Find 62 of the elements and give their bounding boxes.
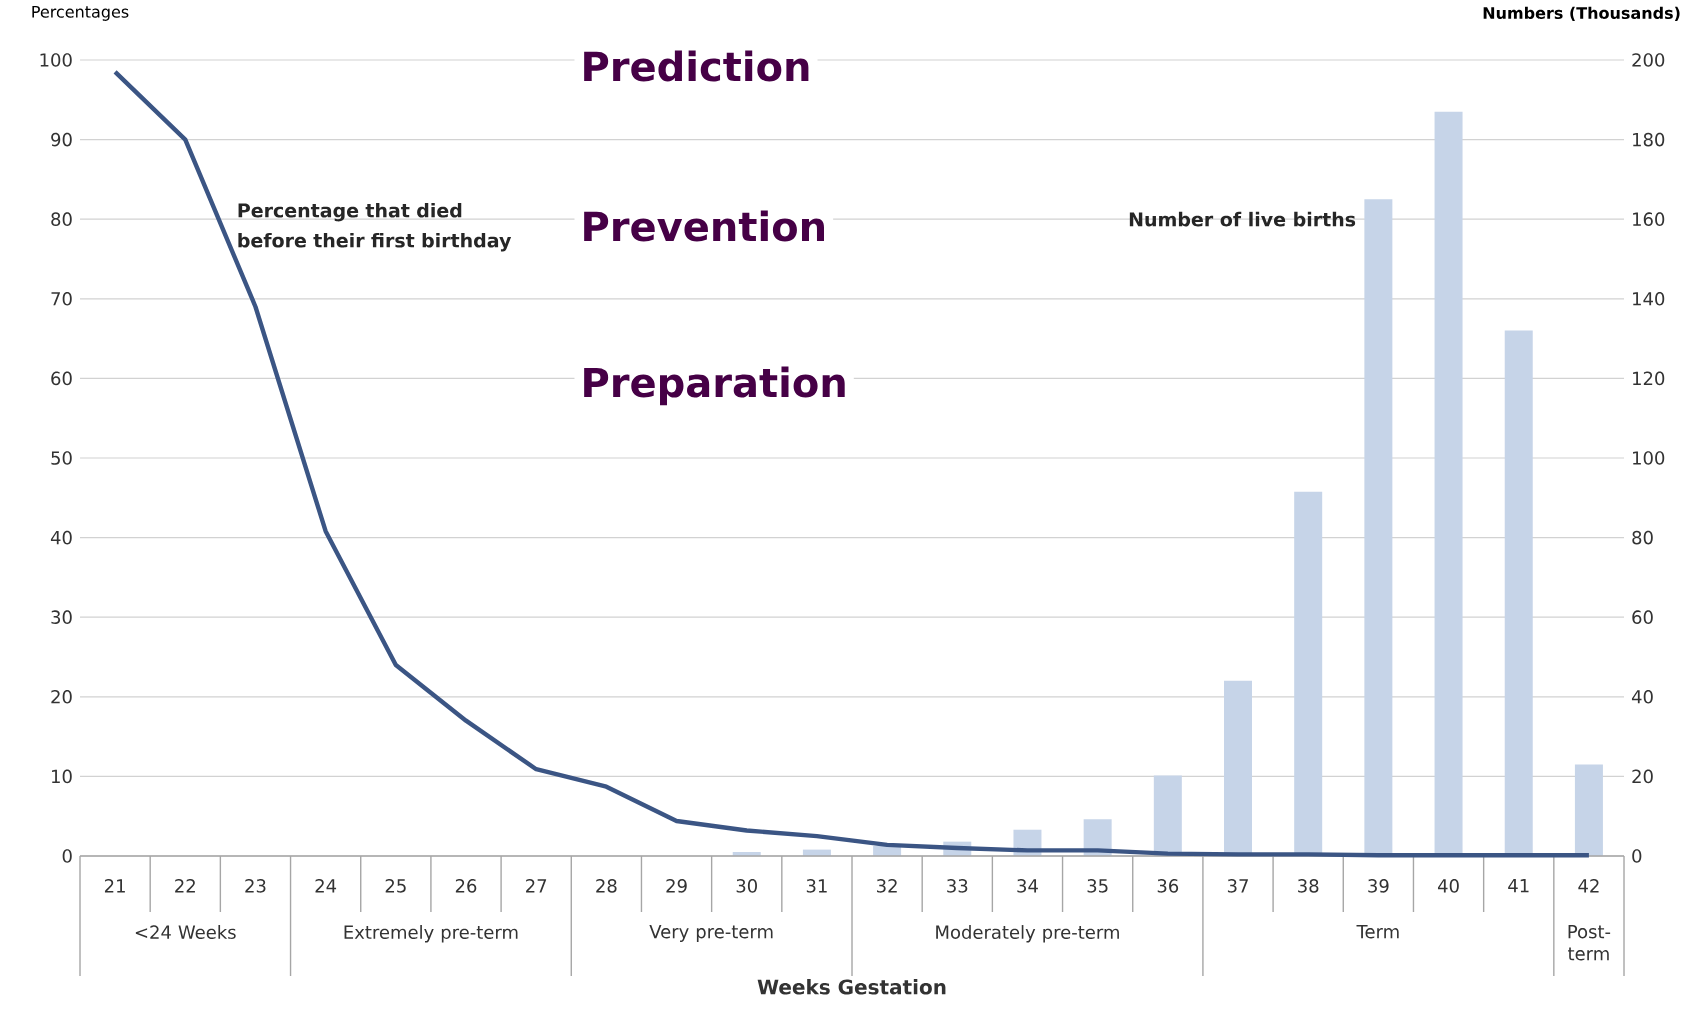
x-tick-label: 37 [1227, 879, 1248, 893]
annotation: Prevention [584, 210, 824, 242]
bar [1434, 111, 1463, 856]
x-tick-label: 22 [175, 879, 195, 893]
y-tick-label: 40 [50, 530, 72, 545]
y2-tick-label: 100 [1633, 451, 1665, 465]
y-tick-label: 80 [51, 212, 72, 226]
x-tick-label: 40 [1437, 879, 1459, 893]
text: Post-term [1568, 925, 1611, 961]
x-tick-label: 33 [947, 879, 968, 893]
annotation: Preparation [584, 366, 845, 406]
x-tick-label: 21 [104, 879, 125, 893]
y-axis-title: Percentages [32, 5, 129, 21]
y-tick-label: 50 [51, 451, 72, 465]
y-tick-label: 100 [40, 53, 72, 67]
y2-axis-title: Numbers (Thousands) [1483, 6, 1680, 21]
y2-tick-label: 200 [1632, 53, 1665, 67]
x-tick-label: 42 [1578, 879, 1599, 893]
x-tick-label: 35 [1087, 879, 1108, 893]
annotation: Prediction [584, 50, 809, 82]
text: Moderately pre-term [936, 925, 1119, 943]
y-tick-label: 20 [51, 689, 72, 704]
x-tick-label: 27 [526, 879, 547, 893]
y-tick-label: 90 [51, 132, 72, 147]
y-tick-label: 30 [51, 610, 72, 624]
x-tick-label: 41 [1508, 879, 1529, 893]
y2-tick-label: 20 [1632, 769, 1653, 784]
text: Very pre-term [649, 925, 773, 942]
y-tick-label: 70 [51, 291, 72, 306]
x-tick-label: 36 [1157, 879, 1179, 893]
bar [1504, 330, 1533, 856]
y-tick-label: 0 [62, 849, 72, 863]
y2-tick-label: 0 [1632, 849, 1642, 863]
y-tick-label: 10 [52, 769, 72, 784]
text: Extremely pre-term [344, 925, 518, 943]
bar [1574, 764, 1603, 856]
x-tick-label: 29 [666, 879, 687, 893]
x-tick-label: 23 [245, 879, 266, 893]
x-tick-label: 38 [1298, 879, 1319, 893]
bar [1364, 199, 1393, 856]
y2-tick-label: 40 [1631, 689, 1653, 704]
x-tick-label: 39 [1368, 879, 1389, 893]
x-tick-label: 24 [315, 879, 337, 893]
series-label: Number of live births [1129, 211, 1356, 227]
x-tick-label: 25 [385, 879, 406, 893]
x-tick-label: 26 [455, 879, 477, 893]
y2-tick-label: 140 [1633, 291, 1665, 306]
text: Term [1356, 925, 1399, 939]
x-tick-label: 31 [806, 879, 827, 893]
series-label: Percentage that died before their first birthday [238, 202, 512, 252]
x-tick-label: 34 [1017, 879, 1038, 893]
x-tick-label: 28 [596, 879, 617, 893]
text: <24 Weeks [135, 925, 236, 939]
x-tick-label: 32 [877, 879, 897, 893]
x-axis-title: Weeks Gestation [757, 979, 946, 995]
y2-tick-label: 120 [1633, 371, 1665, 386]
y2-tick-label: 160 [1633, 212, 1665, 226]
y2-tick-label: 80 [1632, 530, 1653, 545]
y2-tick-label: 180 [1633, 132, 1665, 147]
y-tick-label: 60 [51, 371, 72, 386]
y2-tick-label: 60 [1632, 610, 1653, 624]
x-tick-label: 30 [736, 879, 757, 893]
